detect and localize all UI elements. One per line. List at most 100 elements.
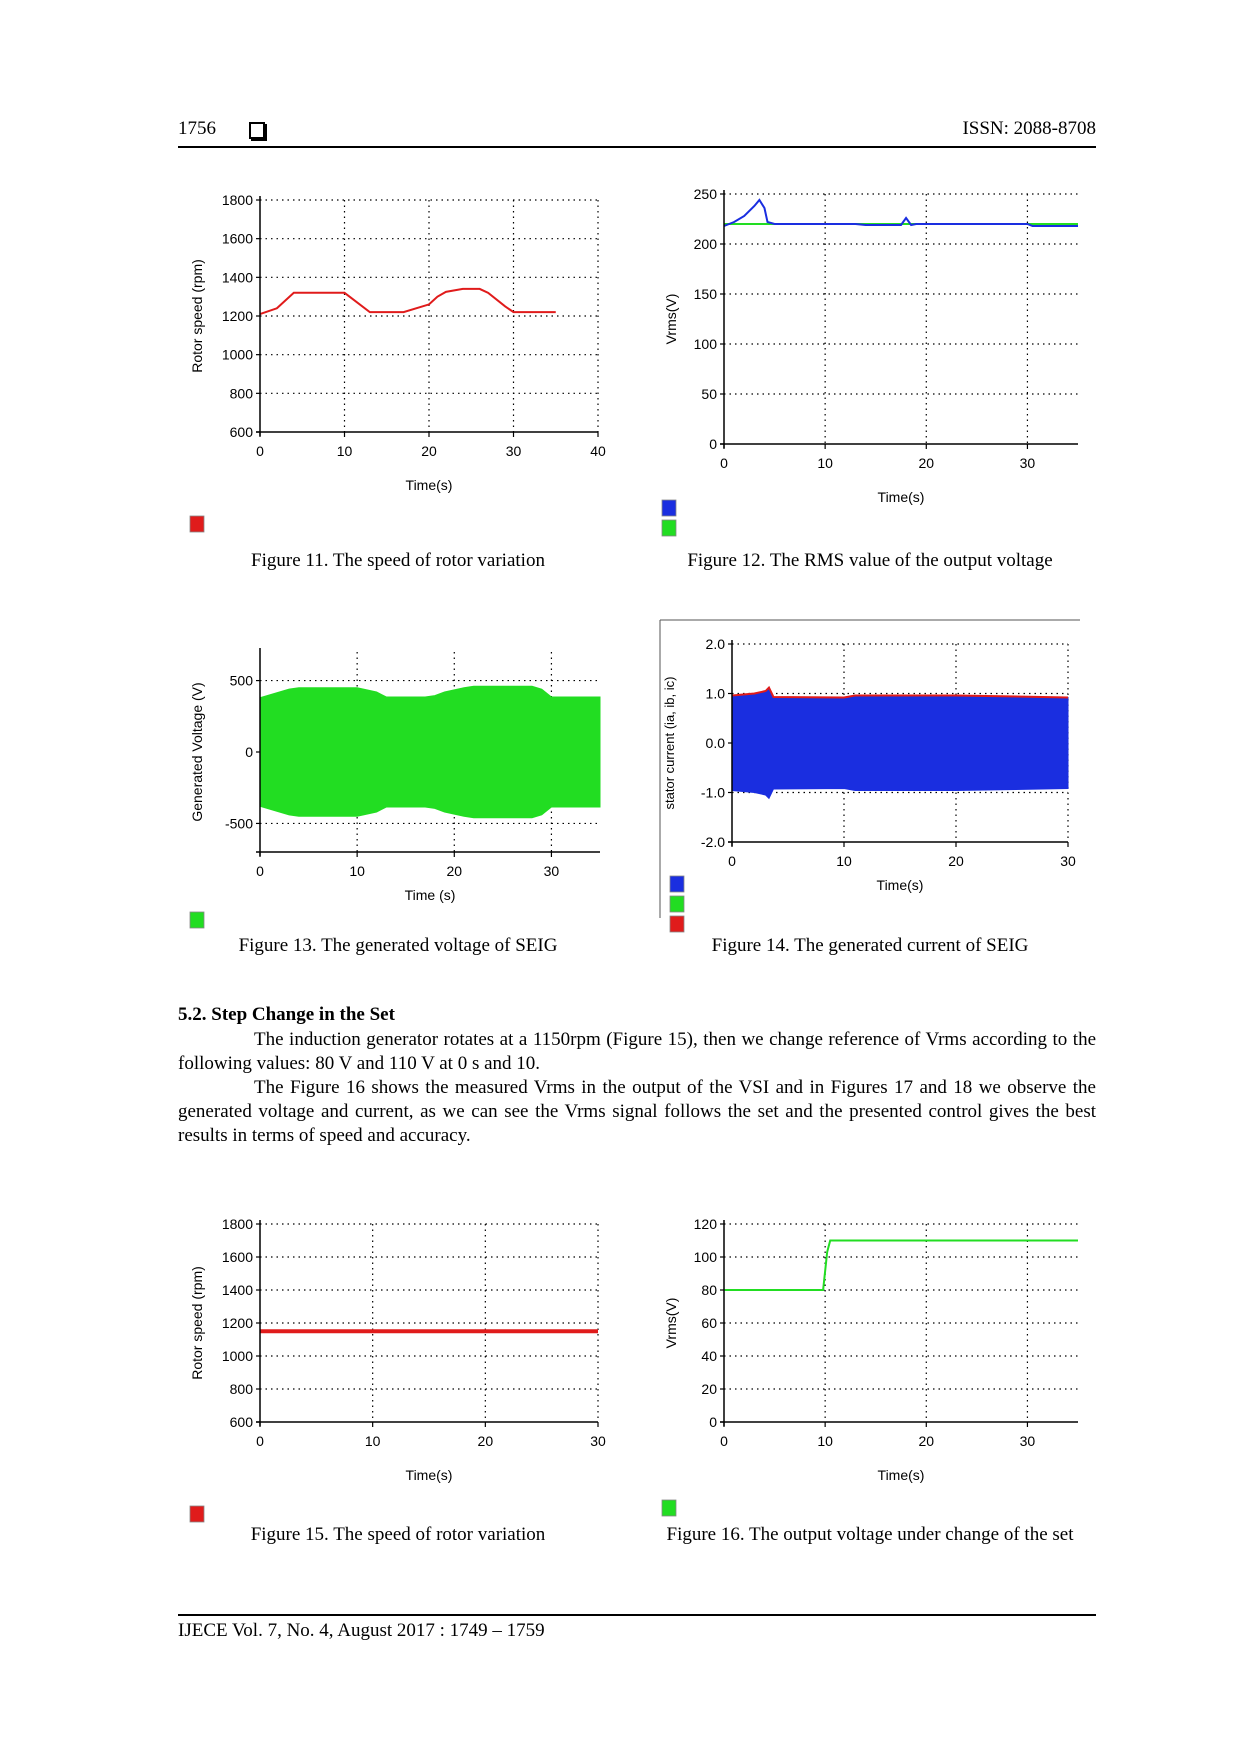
y-tick-label: 1400 [222,1282,253,1298]
y-tick-label: -500 [225,815,253,831]
x-axis-title: Time(s) [406,1467,453,1483]
header-rule [178,146,1096,148]
series-line [259,287,556,316]
footer-rule [178,1614,1096,1616]
x-tick-label: 30 [506,443,522,459]
x-tick-label: 10 [349,863,365,879]
y-tick-label: 800 [230,385,254,401]
x-axis-title: Time(s) [878,489,925,505]
x-tick-label: 0 [728,853,736,869]
figure-12-caption: Figure 12. The RMS value of the output v… [687,550,1053,571]
chart-root: 600 800 1000 1200 1400 1600 1800 0 10 20 30 40 Time(… [189,192,606,533]
y-tick-label: 1200 [222,1315,253,1331]
y-tick-label: 250 [694,186,718,202]
x-axis-title: Time(s) [877,877,924,893]
y-axis-title: Rotor speed (rpm) [189,1266,205,1380]
chart-svg: 600 800 1000 1200 1400 1600 1800 0 10 20 30 Time(s)… [189,1216,606,1523]
figure-11-caption: Figure 11. The speed of rotor variation [251,550,545,571]
y-tick-label: 50 [701,386,717,402]
y-tick-label: 0.0 [706,735,726,751]
section-paragraph-2: The Figure 16 shows the measured Vrms in… [178,1076,1096,1148]
series-envelope [259,685,601,819]
series-line [724,1239,1078,1291]
y-tick-label: 1200 [222,308,253,324]
x-tick-label: 0 [720,455,728,471]
y-axis-title: Vrms(V) [663,1298,679,1349]
y-tick-label: 2.0 [706,636,726,652]
figure-15-caption: Figure 15. The speed of rotor variation [250,1524,546,1545]
legend-swatch [189,515,205,533]
x-tick-label: 30 [1060,853,1076,869]
y-axis-title: Generated Voltage (V) [189,682,205,821]
y-tick-label: 0 [709,436,717,452]
legend-swatch [661,499,677,517]
series-line [723,198,1078,227]
y-tick-label: -2.0 [701,834,725,850]
chart-svg: -2.0 -1.0 0.0 1.0 2.0 0 10 20 30 Time(s) stator cu… [659,619,1080,933]
figure-11-chart: 600 800 1000 1200 1400 1600 1800 0 10 20 30 40 Time(… [178,186,618,536]
legend-swatch [661,519,677,537]
x-tick-label: 10 [817,1433,833,1449]
y-tick-label: 1000 [222,347,253,363]
y-tick-label: 1000 [222,1348,253,1364]
x-tick-label: 10 [836,853,852,869]
y-tick-label: 1600 [222,231,253,247]
y-tick-label: 800 [230,1381,254,1397]
x-tick-label: 20 [421,443,437,459]
y-tick-label: 500 [230,673,254,689]
y-tick-label: 1400 [222,269,253,285]
y-tick-label: 120 [694,1216,718,1232]
y-axis-title: Vrms(V) [663,294,679,345]
legend-swatch [669,915,685,933]
y-tick-label: 0 [709,1414,717,1430]
chart-svg: 0 20 40 60 80 100 120 0 10 20 30 Time(s) Vrms(V) [661,1216,1078,1517]
legend-swatch [189,911,205,929]
y-tick-label: 1800 [222,1216,253,1232]
y-tick-label: 1800 [222,192,253,208]
square-icon [249,122,265,139]
y-tick-label: 20 [701,1381,717,1397]
x-tick-label: 20 [446,863,462,879]
chart-root: -500 0 500 0 10 20 30 Time (s) Generated Voltage… [189,648,601,929]
chart-root: 600 800 1000 1200 1400 1600 1800 0 10 20 30 Time(s)… [189,1216,606,1523]
x-tick-label: 30 [544,863,560,879]
x-tick-label: 40 [590,443,606,459]
legend-swatch [189,1505,205,1523]
x-tick-label: 30 [590,1433,606,1449]
x-tick-label: 20 [478,1433,494,1449]
x-tick-label: 0 [256,863,264,879]
x-tick-label: 20 [918,455,934,471]
section-title: 5.2. Step Change in the Set [178,1004,395,1025]
x-tick-label: 20 [918,1433,934,1449]
x-tick-label: 0 [256,443,264,459]
x-tick-label: 0 [720,1433,728,1449]
figure-14-caption: Figure 14. The generated current of SEIG [711,935,1029,956]
legend-swatch [661,1499,677,1517]
x-tick-label: 30 [1020,455,1036,471]
y-tick-label: 600 [230,1414,254,1430]
chart-svg: 600 800 1000 1200 1400 1600 1800 0 10 20 30 40 Time(… [189,192,606,533]
figure-12-chart: 0 50 100 150 200 250 0 10 20 30 Time(s) Vrms(V) [650,182,1090,542]
x-tick-label: 30 [1020,1433,1036,1449]
legend-swatch [669,895,685,913]
section-paragraph-1: The induction generator rotates at a 115… [178,1028,1096,1076]
y-axis-title: Rotor speed (rpm) [189,259,205,373]
y-tick-label: 600 [230,424,254,440]
y-axis-title: stator current (ia, ib, ic) [662,677,677,810]
x-axis-title: Time (s) [405,887,456,903]
figure-16-chart: 0 20 40 60 80 100 120 0 10 20 30 Time(s) Vrms(V) [650,1210,1090,1520]
y-tick-label: 1.0 [706,686,726,702]
y-tick-label: 100 [694,1249,718,1265]
figure-13-caption: Figure 13. The generated voltage of SEIG [238,935,558,956]
y-tick-label: 40 [701,1348,717,1364]
page-number: 1756 [178,118,216,139]
y-tick-label: 150 [694,286,718,302]
figure-13-chart: -500 0 500 0 10 20 30 Time (s) Generated Voltage… [178,640,618,930]
y-tick-label: 100 [694,336,718,352]
x-tick-label: 20 [948,853,964,869]
chart-svg: -500 0 500 0 10 20 30 Time (s) Generated Voltage… [189,648,601,929]
y-tick-label: 200 [694,236,718,252]
figure-16-caption: Figure 16. The output voltage under chan… [666,1524,1074,1545]
y-tick-label: 60 [701,1315,717,1331]
x-tick-label: 0 [256,1433,264,1449]
